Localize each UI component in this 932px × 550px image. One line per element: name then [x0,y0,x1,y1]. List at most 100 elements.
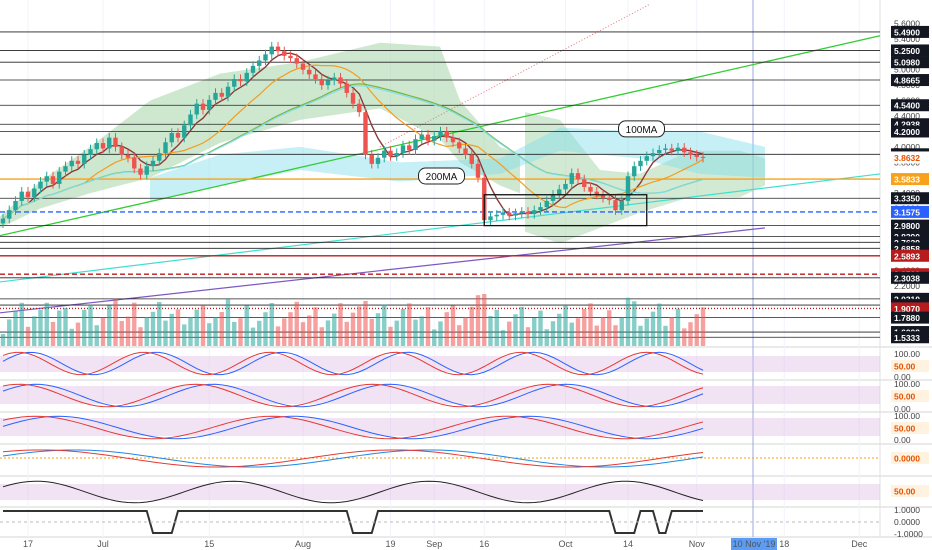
candle-body-49 [307,69,312,75]
volume-bar-112 [700,307,706,346]
candle-body-70 [438,131,443,137]
price-level-tag-5: 4.2938 [894,120,920,130]
indicator-tick-11: 1.0000 [894,505,920,515]
price-level-tag-2-bg [891,56,929,69]
volume-bar-21 [132,302,137,346]
blue-cloud [150,127,765,201]
candle-body-100 [625,176,631,201]
candle-body-24 [150,160,156,167]
volume-bar-111 [694,314,699,346]
candle-body-68 [425,134,431,141]
date-tick-7: Oct [558,539,573,549]
volume-bar-97 [607,310,612,346]
price-level-tag-8-bg [891,173,929,186]
volume-bar-41 [257,320,262,346]
volume-bar-40 [250,327,256,346]
volume-bar-36 [225,299,231,346]
line-indicator [2,480,704,504]
candle-body-62 [388,150,393,157]
volume-bar-56 [350,312,356,346]
volume-bar-66 [413,319,418,346]
candle-body-42 [263,54,268,61]
volume-bar-104 [650,311,656,346]
candle-body-52 [325,80,331,86]
candle-body-106 [663,148,668,150]
volume-bar-67 [419,316,424,346]
candle-body-32 [200,103,206,110]
volume-bar-13 [82,309,87,346]
stoch-d-2 [2,383,704,408]
candle-body-61 [382,150,387,158]
indicator-tag-4: 50.00 [894,392,916,402]
candle-body-92 [575,173,581,180]
volume-bar-4 [25,326,31,346]
candle-body-74 [463,148,468,155]
date-tick-9: Nov [689,539,706,549]
price-tick-3: 5.0000 [894,65,920,75]
candle-body-46 [288,55,293,59]
candle-body-3 [19,191,24,201]
volume-bar-90 [563,305,568,346]
price-level-tag-17: 2.3038 [894,273,920,283]
candle-body-58 [363,112,368,155]
candle-body-57 [357,103,362,113]
price-level-tag-0: 5.4900 [894,27,920,37]
candle-body-99 [619,200,624,211]
price-level-tag-17-bg [891,271,929,284]
indicator-tick-0: 100.00 [894,349,920,359]
volume-bar-68 [425,307,431,346]
rsi-line-1 [2,415,704,440]
volume-bar-1 [7,319,12,346]
candle-body-21 [132,157,137,169]
volume-bar-58 [363,301,368,346]
price-level-tag-1: 5.2500 [894,46,920,56]
candle-body-98 [613,200,618,211]
volume-bar-25 [157,302,162,346]
candle-body-22 [138,168,143,175]
candle-body-107 [669,148,674,151]
volume-bar-49 [307,315,312,346]
volume-bar-17 [107,305,112,346]
volume-bar-64 [400,309,406,346]
volume-bar-32 [200,305,206,346]
candle-body-82 [513,213,518,216]
candle-body-96 [600,194,606,198]
candle-body-44 [275,46,281,52]
volume-bar-27 [169,313,174,346]
volume-bar-35 [219,312,224,346]
indicator-tag-9: 0.0000 [894,454,920,464]
candle-body-104 [650,153,656,157]
ma-annotations: 100MA 200MA [418,120,665,185]
right-price-axis[interactable]: 5.60005.40005.20005.00004.80004.60004.40… [891,18,929,539]
candle-body-71 [444,131,449,138]
current-date-tag-bg [731,538,777,550]
volume-bar-80 [500,330,506,346]
candle-body-19 [119,146,124,155]
candle-body-105 [657,149,662,154]
volume-bar-60 [375,313,381,346]
indicator-tag-10: 50.00 [894,487,916,497]
ma-100-line [2,84,704,219]
time-axis[interactable]: 17 Jul 15 Aug 19 Sep 16 Oct 14 Nov 18 Dec 10 Nov '19 [23,538,868,550]
indicator-tag-10-bg [891,485,929,497]
candle-body-15 [94,143,99,150]
candle-body-88 [550,194,556,201]
volume-bar-38 [238,318,243,346]
volume-bar-31 [194,309,199,346]
volume-bar-57 [357,306,362,346]
price-level-tag-3: 4.8665 [894,76,920,86]
volume-bar-7 [44,302,49,346]
cyan-trendline [0,173,881,283]
candle-body-10 [63,166,68,172]
green-cloud-1 [0,42,520,228]
volume-bar-52 [325,320,331,346]
volume-bar-96 [600,317,606,346]
candle-body-95 [594,191,599,195]
volume-bar-65 [407,303,412,346]
price-tick-1: 5.4000 [894,34,920,44]
candlesticks[interactable] [0,41,706,229]
candle-body-8 [50,176,56,184]
candle-body-103 [644,156,649,161]
candle-body-25 [157,153,162,161]
